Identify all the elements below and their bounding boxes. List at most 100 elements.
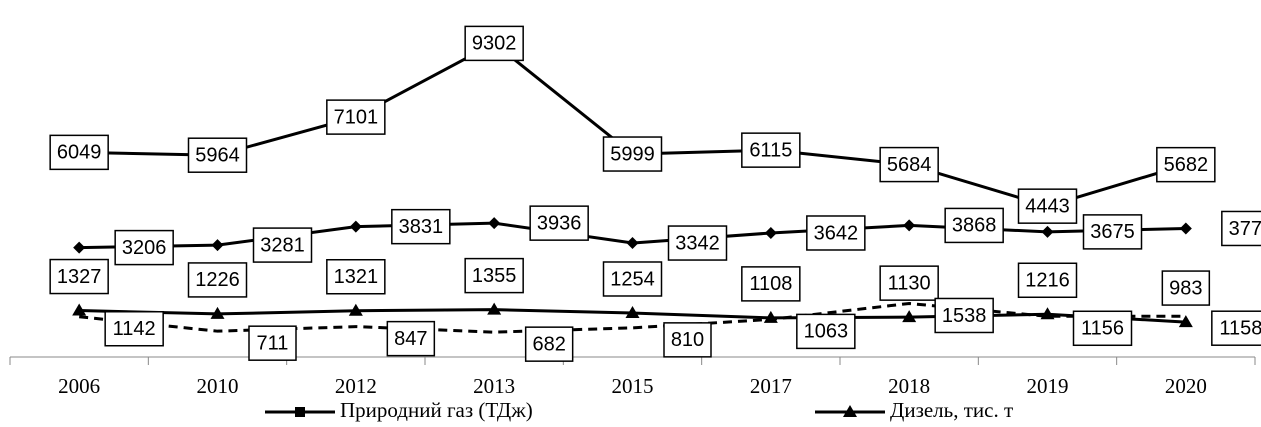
- data-label: 1226: [195, 269, 240, 291]
- x-tick-label: 2013: [473, 374, 515, 398]
- data-label-box: [524, 326, 574, 362]
- data-label: 847: [394, 328, 427, 350]
- data-label: 1108: [749, 273, 792, 295]
- marker: [1179, 222, 1192, 235]
- data-label: 5964: [195, 144, 240, 166]
- data-label-box: [1082, 214, 1143, 250]
- data-label-box: [1072, 310, 1133, 347]
- data-label-box: [806, 215, 866, 251]
- data-label-box: [187, 137, 248, 173]
- data-label: 810: [671, 329, 704, 351]
- marker: [349, 220, 362, 233]
- x-tick-label: 2018: [888, 374, 930, 398]
- data-label-box: [49, 134, 109, 171]
- data-label-box: [741, 132, 801, 168]
- marker: [903, 219, 916, 232]
- marker: [211, 239, 224, 252]
- data-label-box: [796, 313, 856, 350]
- data-label-box: [1221, 210, 1261, 247]
- data-label-box: [879, 265, 939, 301]
- marker: [348, 303, 363, 316]
- legend-marker: [295, 407, 305, 417]
- data-label: 1130: [888, 272, 931, 294]
- x-tick-label: 2019: [1027, 374, 1069, 398]
- data-label: 5684: [887, 154, 932, 176]
- data-label: 3868: [952, 215, 997, 237]
- data-label: 1321: [334, 266, 379, 288]
- data-label-box: [1017, 262, 1078, 299]
- data-label-box: [944, 207, 1004, 244]
- data-label-box: [667, 225, 728, 261]
- data-label: 3936: [537, 212, 582, 234]
- x-tick-label: 2010: [197, 374, 239, 398]
- data-label-box: [252, 227, 313, 263]
- data-label: 3675: [1090, 221, 1135, 243]
- data-label: 1216: [1025, 270, 1070, 292]
- data-label: 1142: [113, 318, 156, 340]
- marker: [210, 306, 225, 319]
- marker: [1178, 315, 1193, 328]
- legend-marker: [843, 405, 857, 417]
- data-label: 3206: [122, 237, 167, 259]
- data-label-box: [248, 325, 297, 361]
- data-label-box: [114, 229, 174, 266]
- data-label-box: [602, 261, 663, 297]
- legend-label: Природний газ (ТДж): [340, 398, 533, 422]
- data-label: 6115: [749, 139, 792, 161]
- x-tick-label: 2017: [750, 374, 792, 398]
- data-label: 1156: [1081, 318, 1124, 340]
- marker: [488, 217, 501, 230]
- data-label: 1355: [472, 265, 517, 287]
- data-label-box: [464, 25, 524, 62]
- x-tick-label: 2015: [612, 374, 654, 398]
- data-label: 4443: [1025, 195, 1070, 217]
- data-label: 1063: [804, 321, 849, 343]
- x-tick-label: 2012: [335, 374, 377, 398]
- series-line: [79, 41, 1187, 208]
- legend-label: Дизель, тис. т: [890, 398, 1013, 422]
- marker: [73, 241, 86, 254]
- data-label-box: [934, 297, 994, 334]
- data-label: 3642: [814, 222, 859, 244]
- data-label: 1538: [942, 305, 987, 327]
- data-label-box: [326, 258, 386, 295]
- marker: [764, 226, 777, 239]
- data-label-box: [391, 208, 451, 245]
- data-label-box: [529, 205, 589, 241]
- data-label-box: [1211, 310, 1261, 346]
- marker: [626, 237, 639, 250]
- data-label: 1327: [57, 266, 102, 288]
- data-label: 5999: [610, 143, 655, 165]
- data-label: 3281: [260, 234, 305, 256]
- marker: [902, 310, 917, 323]
- data-label: 3777: [1229, 218, 1261, 240]
- data-label: 983: [1169, 277, 1202, 299]
- data-label-box: [1161, 270, 1211, 306]
- data-label: 7101: [334, 106, 379, 128]
- data-label: 6049: [57, 142, 102, 164]
- data-label-box: [663, 322, 712, 358]
- data-label-box: [49, 258, 109, 295]
- data-label: 682: [532, 333, 565, 355]
- x-tick-label: 2006: [58, 374, 100, 398]
- marker: [72, 303, 87, 316]
- data-label: 3342: [675, 232, 720, 254]
- data-label-box: [326, 99, 386, 135]
- data-label-box: [602, 136, 663, 172]
- data-label-box: [104, 310, 164, 347]
- data-label-box: [879, 146, 939, 183]
- marker: [625, 305, 640, 318]
- data-label-box: [187, 262, 248, 298]
- data-label: 5682: [1164, 154, 1209, 176]
- marker: [487, 302, 502, 315]
- data-label: 1254: [610, 268, 655, 290]
- marker: [1041, 225, 1054, 238]
- data-label-box: [464, 257, 524, 294]
- x-tick-label: 2020: [1165, 374, 1207, 398]
- data-label-box: [1017, 188, 1078, 224]
- data-label: 3831: [399, 216, 444, 238]
- data-label: 1158: [1219, 317, 1261, 339]
- data-label-box: [386, 320, 436, 357]
